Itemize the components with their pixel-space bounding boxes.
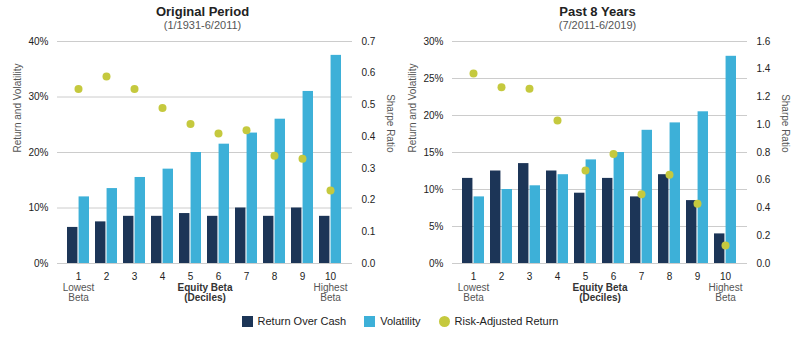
svg-text:15%: 15% bbox=[423, 147, 443, 158]
svg-text:1: 1 bbox=[76, 271, 82, 282]
svg-text:10: 10 bbox=[720, 271, 732, 282]
html-text:Volatility: Volatility bbox=[380, 315, 421, 327]
svg-text:0.0: 0.0 bbox=[757, 258, 771, 269]
svg-text:0.4: 0.4 bbox=[362, 131, 376, 142]
svg-text:0.2: 0.2 bbox=[757, 230, 771, 241]
svg-text:4: 4 bbox=[555, 271, 561, 282]
html-text:Original Period: Original Period bbox=[155, 4, 250, 19]
svg-text:3: 3 bbox=[132, 271, 138, 282]
svg-text:Equity Beta(Deciles): Equity Beta(Deciles) bbox=[177, 282, 232, 303]
svg-text:0.8: 0.8 bbox=[757, 147, 771, 158]
svg-text:8: 8 bbox=[272, 271, 278, 282]
html-text:(7/2011-6/2019): (7/2011-6/2019) bbox=[558, 19, 637, 31]
svg-text:0.2: 0.2 bbox=[362, 194, 376, 205]
svg-text:10%: 10% bbox=[423, 184, 443, 195]
html-text:Risk-Adjusted Return: Risk-Adjusted Return bbox=[454, 315, 559, 327]
svg-text:0.7: 0.7 bbox=[362, 36, 376, 47]
svg-text:6: 6 bbox=[611, 271, 617, 282]
svg-text:LowestBeta: LowestBeta bbox=[458, 282, 490, 303]
svg-text:1.6: 1.6 bbox=[757, 36, 771, 47]
svg-text:2: 2 bbox=[104, 271, 110, 282]
svg-text:0.5: 0.5 bbox=[362, 99, 376, 110]
svg-text:Return and Volatility: Return and Volatility bbox=[407, 64, 418, 153]
svg-text:0%: 0% bbox=[34, 258, 49, 269]
svg-text:LowestBeta: LowestBeta bbox=[63, 282, 95, 303]
svg-text:5: 5 bbox=[583, 271, 589, 282]
svg-text:1.4: 1.4 bbox=[757, 63, 771, 74]
svg-text:Sharpe Ratio: Sharpe Ratio bbox=[780, 94, 791, 153]
svg-text:20%: 20% bbox=[423, 110, 443, 121]
svg-text:30%: 30% bbox=[28, 91, 48, 102]
svg-text:0.6: 0.6 bbox=[757, 174, 771, 185]
svg-text:9: 9 bbox=[695, 271, 701, 282]
svg-text:1: 1 bbox=[471, 271, 477, 282]
svg-text:10%: 10% bbox=[28, 202, 48, 213]
svg-text:Equity Beta(Deciles): Equity Beta(Deciles) bbox=[572, 282, 627, 303]
svg-text:40%: 40% bbox=[28, 36, 48, 47]
svg-text:4: 4 bbox=[160, 271, 166, 282]
html-text:Return Over Cash: Return Over Cash bbox=[257, 315, 347, 327]
svg-text:2: 2 bbox=[499, 271, 505, 282]
svg-text:Sharpe Ratio: Sharpe Ratio bbox=[385, 94, 396, 153]
svg-text:Return and Volatility: Return and Volatility bbox=[12, 64, 23, 153]
svg-text:10: 10 bbox=[325, 271, 337, 282]
svg-text:HighestBeta: HighestBeta bbox=[314, 282, 348, 303]
svg-text:5%: 5% bbox=[429, 221, 444, 232]
svg-text:0.0: 0.0 bbox=[362, 258, 376, 269]
svg-text:20%: 20% bbox=[28, 147, 48, 158]
svg-text:0.6: 0.6 bbox=[362, 67, 376, 78]
svg-text:0.4: 0.4 bbox=[757, 202, 771, 213]
svg-text:7: 7 bbox=[244, 271, 250, 282]
svg-text:HighestBeta: HighestBeta bbox=[709, 282, 743, 303]
svg-text:3: 3 bbox=[527, 271, 533, 282]
svg-text:0.3: 0.3 bbox=[362, 163, 376, 174]
svg-text:1.2: 1.2 bbox=[757, 91, 771, 102]
svg-text:7: 7 bbox=[639, 271, 645, 282]
svg-text:0%: 0% bbox=[429, 258, 444, 269]
svg-text:30%: 30% bbox=[423, 36, 443, 47]
svg-text:5: 5 bbox=[188, 271, 194, 282]
svg-text:0.1: 0.1 bbox=[362, 226, 376, 237]
svg-text:25%: 25% bbox=[423, 73, 443, 84]
svg-text:8: 8 bbox=[667, 271, 673, 282]
svg-text:6: 6 bbox=[216, 271, 222, 282]
html-text:Past 8 Years: Past 8 Years bbox=[559, 4, 636, 19]
svg-text:1.0: 1.0 bbox=[757, 119, 771, 130]
html-text:(1/1931-6/2011): (1/1931-6/2011) bbox=[163, 19, 242, 31]
svg-text:9: 9 bbox=[300, 271, 306, 282]
